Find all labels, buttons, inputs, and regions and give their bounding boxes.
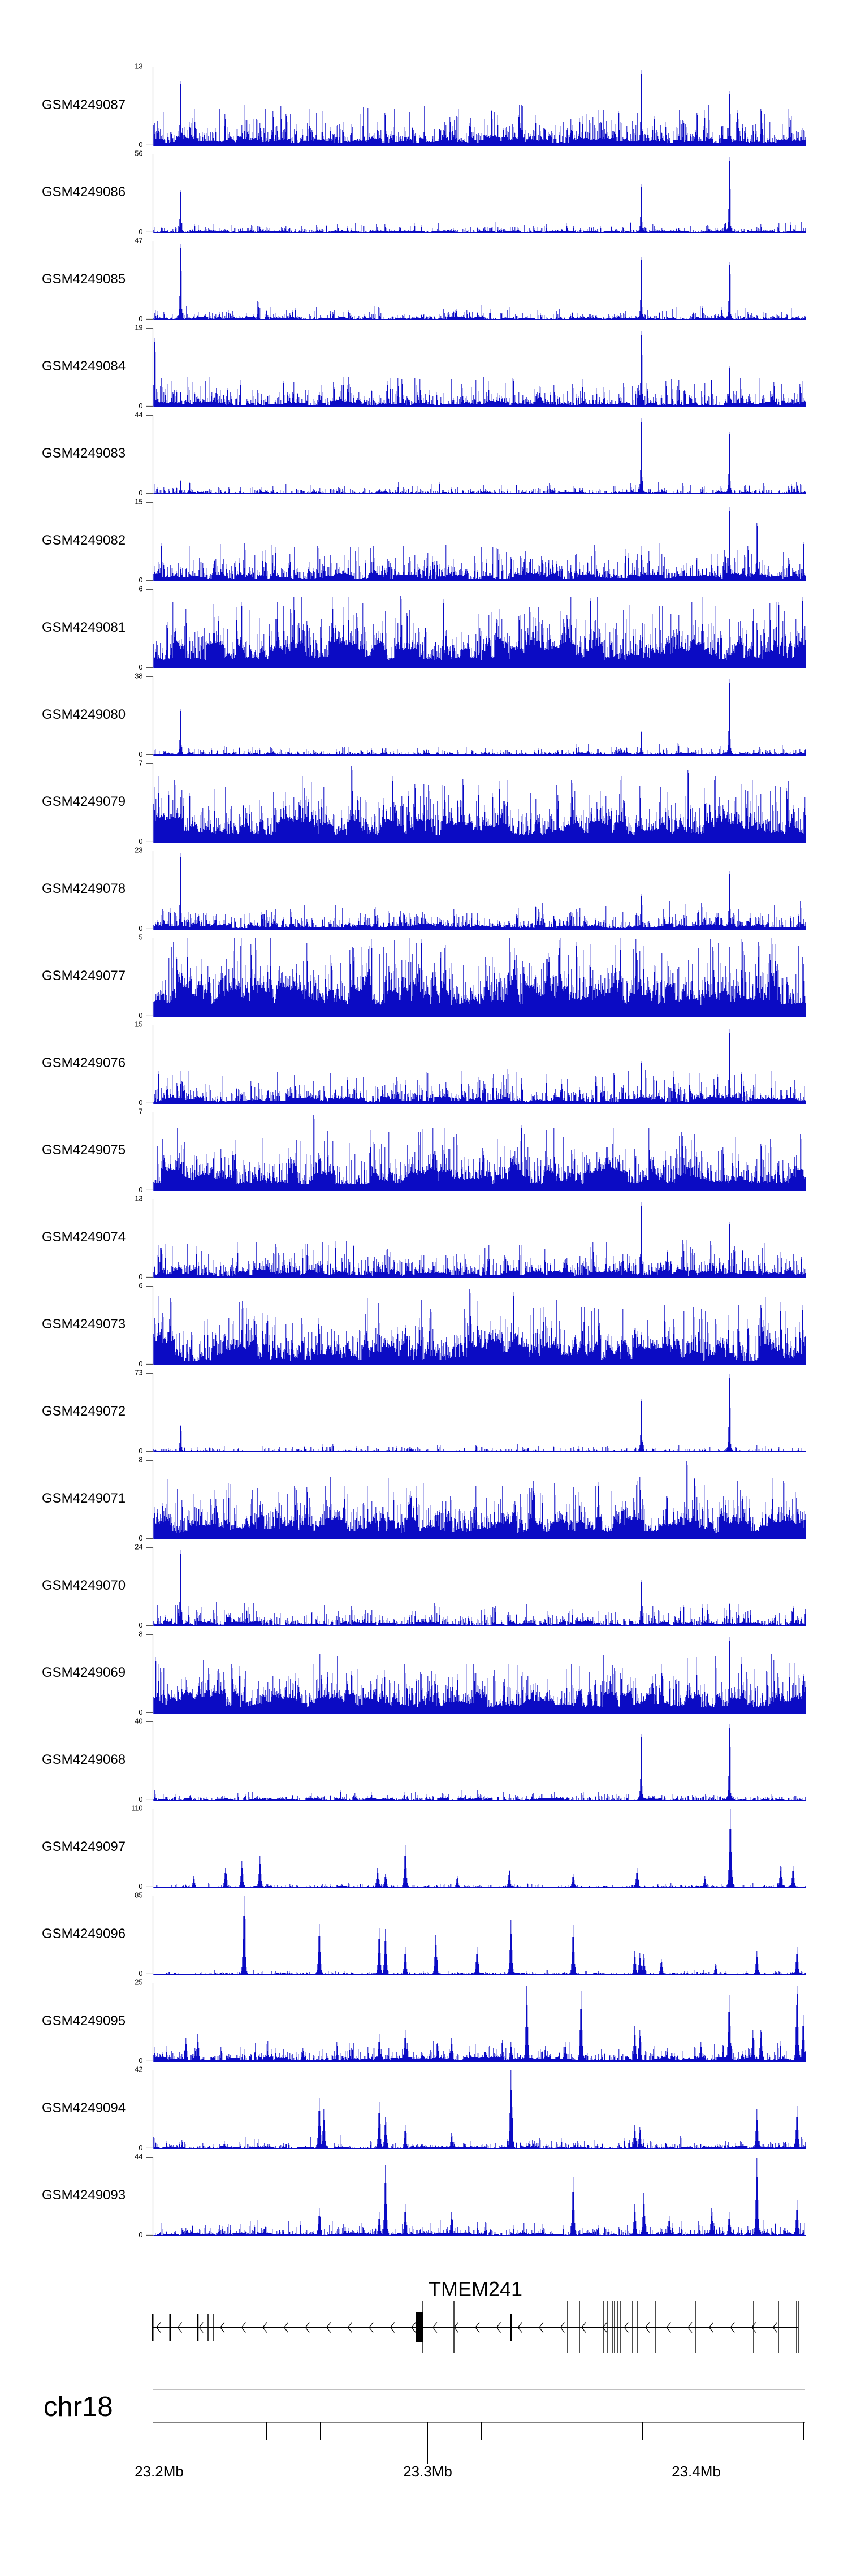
- svg-text:19: 19: [135, 323, 142, 331]
- svg-text:GSM4249073: GSM4249073: [42, 1317, 126, 1332]
- svg-text:0: 0: [139, 1360, 142, 1368]
- svg-text:GSM4249082: GSM4249082: [42, 533, 126, 548]
- svg-text:0: 0: [139, 1011, 142, 1020]
- svg-text:7: 7: [139, 1107, 142, 1115]
- svg-text:GSM4249079: GSM4249079: [42, 794, 126, 809]
- svg-text:GSM4249074: GSM4249074: [42, 1229, 126, 1245]
- svg-text:56: 56: [135, 149, 142, 157]
- svg-text:0: 0: [139, 402, 142, 410]
- svg-text:GSM4249077: GSM4249077: [42, 968, 126, 983]
- svg-text:GSM4249068: GSM4249068: [42, 1752, 126, 1767]
- svg-text:15: 15: [135, 1020, 142, 1028]
- svg-text:0: 0: [139, 1621, 142, 1629]
- svg-text:13: 13: [135, 1194, 142, 1202]
- svg-text:7: 7: [139, 758, 142, 767]
- svg-text:0: 0: [139, 924, 142, 933]
- svg-text:GSM4249094: GSM4249094: [42, 2100, 126, 2116]
- svg-text:85: 85: [135, 1891, 142, 1899]
- svg-text:0: 0: [139, 1534, 142, 1542]
- svg-text:0: 0: [139, 1795, 142, 1803]
- svg-text:0: 0: [139, 1882, 142, 1891]
- svg-text:23: 23: [135, 845, 142, 854]
- svg-text:0: 0: [139, 1185, 142, 1194]
- svg-text:0: 0: [139, 314, 142, 323]
- svg-text:25: 25: [135, 1978, 142, 1986]
- svg-text:6: 6: [139, 584, 142, 593]
- svg-text:13: 13: [135, 62, 142, 70]
- svg-text:24: 24: [135, 1542, 142, 1551]
- svg-text:GSM4249085: GSM4249085: [42, 271, 126, 287]
- svg-text:23.2Mb: 23.2Mb: [135, 2463, 184, 2480]
- svg-text:8: 8: [139, 1455, 142, 1464]
- svg-text:42: 42: [135, 2065, 142, 2073]
- svg-text:110: 110: [131, 1803, 142, 1812]
- svg-text:0: 0: [139, 2143, 142, 2152]
- svg-text:23.4Mb: 23.4Mb: [672, 2463, 721, 2480]
- svg-text:0: 0: [139, 837, 142, 845]
- svg-text:GSM4249095: GSM4249095: [42, 2013, 126, 2029]
- svg-text:0: 0: [139, 576, 142, 584]
- svg-text:0: 0: [139, 663, 142, 671]
- svg-text:GSM4249084: GSM4249084: [42, 359, 126, 374]
- svg-text:0: 0: [139, 1098, 142, 1107]
- svg-text:0: 0: [139, 1708, 142, 1716]
- svg-text:GSM4249075: GSM4249075: [42, 1142, 126, 1158]
- svg-text:GSM4249087: GSM4249087: [42, 97, 126, 113]
- svg-text:GSM4249069: GSM4249069: [42, 1665, 126, 1680]
- svg-text:0: 0: [139, 2056, 142, 2065]
- svg-text:0: 0: [139, 489, 142, 497]
- svg-text:40: 40: [135, 1716, 142, 1725]
- svg-text:0: 0: [139, 1447, 142, 1455]
- svg-text:6: 6: [139, 1281, 142, 1289]
- svg-text:73: 73: [135, 1368, 142, 1377]
- svg-text:0: 0: [139, 140, 142, 149]
- svg-text:0: 0: [139, 1969, 142, 1978]
- svg-text:GSM4249097: GSM4249097: [42, 1839, 126, 1854]
- svg-text:GSM4249093: GSM4249093: [42, 2187, 126, 2203]
- svg-text:0: 0: [139, 227, 142, 236]
- svg-text:38: 38: [135, 671, 142, 680]
- svg-text:GSM4249080: GSM4249080: [42, 707, 126, 722]
- svg-text:5: 5: [139, 933, 142, 941]
- svg-text:8: 8: [139, 1629, 142, 1638]
- svg-text:GSM4249086: GSM4249086: [42, 184, 126, 200]
- svg-text:44: 44: [135, 410, 142, 418]
- svg-text:0: 0: [139, 1272, 142, 1281]
- svg-text:GSM4249078: GSM4249078: [42, 881, 126, 896]
- svg-text:23.3Mb: 23.3Mb: [403, 2463, 452, 2480]
- svg-text:GSM4249083: GSM4249083: [42, 446, 126, 461]
- svg-text:GSM4249081: GSM4249081: [42, 620, 126, 635]
- svg-text:TMEM241: TMEM241: [429, 2277, 522, 2301]
- svg-text:GSM4249071: GSM4249071: [42, 1491, 126, 1506]
- svg-text:GSM4249076: GSM4249076: [42, 1055, 126, 1071]
- svg-text:GSM4249070: GSM4249070: [42, 1578, 126, 1593]
- svg-text:chr18: chr18: [44, 2392, 113, 2422]
- svg-text:0: 0: [139, 2230, 142, 2239]
- svg-text:GSM4249072: GSM4249072: [42, 1404, 126, 1419]
- svg-text:15: 15: [135, 497, 142, 506]
- svg-text:47: 47: [135, 236, 142, 244]
- svg-text:0: 0: [139, 750, 142, 758]
- svg-text:GSM4249096: GSM4249096: [42, 1926, 126, 1941]
- svg-text:44: 44: [135, 2152, 142, 2160]
